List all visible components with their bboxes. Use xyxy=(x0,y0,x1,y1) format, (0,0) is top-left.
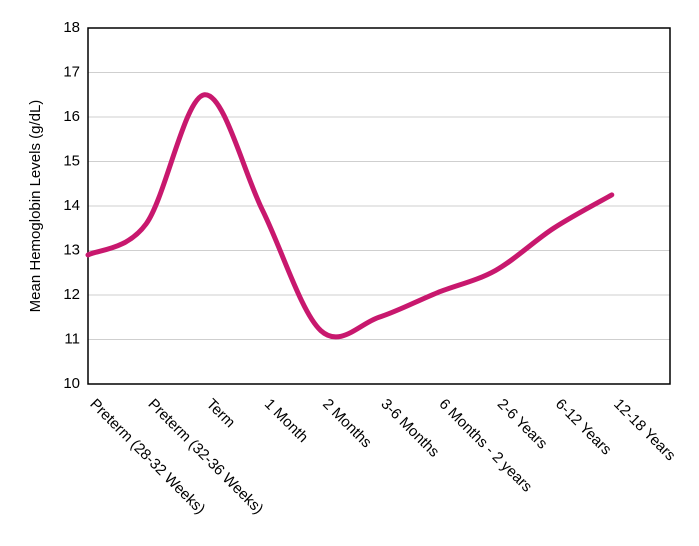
y-tick-label: 11 xyxy=(64,330,80,347)
x-tick-label: Preterm (32-36 Weeks) xyxy=(145,396,267,518)
y-tick-label: 14 xyxy=(63,197,80,214)
x-tick-label: 2-6 Years xyxy=(494,396,551,453)
y-tick-label: 13 xyxy=(63,241,80,258)
x-tick-label: 6-12 Years xyxy=(552,396,615,459)
x-tick-label: 2 Months xyxy=(319,396,375,452)
y-tick-label: 12 xyxy=(63,286,80,303)
x-tick-label: 1 Month xyxy=(261,396,311,446)
line xyxy=(85,92,615,340)
x-tick-label: Preterm (28-32 Weeks) xyxy=(86,396,208,518)
y-tick-label: 17 xyxy=(63,63,80,80)
x-tick-label: 12-18 Years xyxy=(610,396,679,465)
x-tick-label: Term xyxy=(203,396,239,432)
y-tick-label: 16 xyxy=(63,108,80,125)
plot-border xyxy=(87,27,671,385)
x-tick-label: 3-6 Months xyxy=(377,396,442,461)
y-tick-label: 15 xyxy=(63,152,80,169)
y-axis-label: Mean Hemoglobin Levels (g/dL) xyxy=(27,100,44,313)
y-tick-label: 18 xyxy=(63,19,80,36)
y-tick-label: 10 xyxy=(63,375,80,392)
